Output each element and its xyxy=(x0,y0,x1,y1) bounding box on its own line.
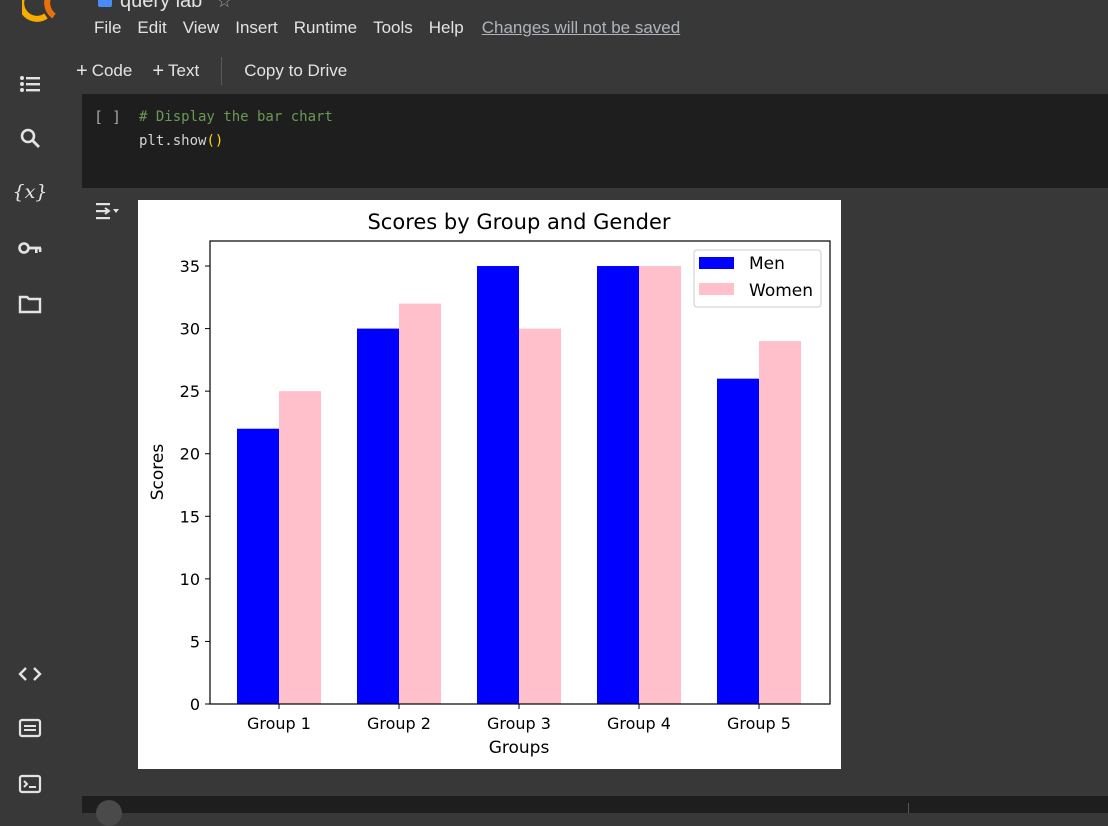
x-tick-label: Group 1 xyxy=(247,714,311,733)
menu-bar: File Edit View Insert Runtime Tools Help… xyxy=(94,18,680,40)
add-code-button[interactable]: + Code xyxy=(76,61,132,81)
notebook-title[interactable]: query lab xyxy=(120,0,203,12)
status-divider xyxy=(908,803,909,813)
toolbar-divider xyxy=(221,57,223,85)
x-axis-label: Groups xyxy=(489,738,550,758)
y-tick-label: 15 xyxy=(180,507,200,526)
menu-runtime[interactable]: Runtime xyxy=(293,18,358,37)
add-code-label: Code xyxy=(91,61,133,80)
output-toggle-icon[interactable] xyxy=(94,200,120,224)
y-tick-label: 5 xyxy=(190,632,200,651)
code-parens: () xyxy=(206,133,224,149)
star-icon[interactable]: ☆ xyxy=(216,0,233,11)
y-tick-label: 20 xyxy=(180,445,200,464)
drive-doc-icon xyxy=(98,0,112,7)
add-text-button[interactable]: + Text xyxy=(152,61,199,81)
title-row: query lab ☆ xyxy=(98,0,232,12)
add-text-label: Text xyxy=(168,61,200,80)
top-header: query lab ☆ File Edit View Insert Runtim… xyxy=(0,0,1108,48)
code-call: plt.show xyxy=(139,133,207,149)
search-icon[interactable] xyxy=(14,122,46,154)
code-snippets-icon[interactable] xyxy=(14,658,46,690)
legend-label-men: Men xyxy=(749,254,785,274)
y-tick-label: 25 xyxy=(180,382,200,401)
terminal-icon[interactable] xyxy=(14,768,46,800)
bar-men-2 xyxy=(357,328,399,704)
bar-men-3 xyxy=(477,266,519,704)
x-tick-label: Group 5 xyxy=(727,714,791,733)
secrets-key-icon[interactable] xyxy=(14,232,46,264)
chart-output: Scores by Group and Gender 0 5 10 15 20 25 30 3… xyxy=(138,200,841,769)
bar-men-5 xyxy=(717,378,759,704)
legend-label-women: Women xyxy=(749,281,813,301)
bar-women-3 xyxy=(519,328,561,704)
cell-status-indicator xyxy=(96,800,122,826)
bar-women-4 xyxy=(639,266,681,704)
y-tick-label: 30 xyxy=(180,320,200,339)
menu-view[interactable]: View xyxy=(182,18,220,37)
unsaved-changes-link[interactable]: Changes will not be saved xyxy=(481,18,681,37)
plot-frame xyxy=(209,240,831,705)
y-tick-label: 35 xyxy=(180,257,200,276)
chart-legend: Men Women xyxy=(693,249,822,308)
menu-tools[interactable]: Tools xyxy=(373,18,413,37)
x-tick-label: Group 4 xyxy=(607,714,671,733)
colab-logo[interactable] xyxy=(22,0,78,22)
x-tick-label: Group 2 xyxy=(367,714,431,733)
x-tick-label: Group 3 xyxy=(487,714,551,733)
menu-insert[interactable]: Insert xyxy=(235,18,278,37)
y-tick-label: 10 xyxy=(180,570,200,589)
bar-men-4 xyxy=(597,266,639,704)
y-axis-label: Scores xyxy=(148,444,168,501)
menu-help[interactable]: Help xyxy=(428,18,464,37)
cell-gutter xyxy=(58,94,82,813)
legend-swatch-men xyxy=(699,257,734,269)
y-tick-label: 0 xyxy=(190,695,200,714)
run-cell-button[interactable]: [ ] xyxy=(94,108,122,126)
folder-icon[interactable] xyxy=(14,288,46,320)
next-cell-strip xyxy=(82,796,1108,813)
command-palette-icon[interactable] xyxy=(14,712,46,744)
variables-icon[interactable]: {x} xyxy=(12,181,48,203)
notebook-toolbar: + Code + Text Copy to Drive xyxy=(58,48,1108,95)
menu-file[interactable]: File xyxy=(94,18,122,37)
code-line[interactable]: plt.show() xyxy=(139,133,223,149)
chart-title: Scores by Group and Gender xyxy=(367,210,670,234)
bar-women-5 xyxy=(759,341,801,704)
toc-icon[interactable] xyxy=(14,68,46,100)
bar-men-1 xyxy=(237,428,279,704)
copy-to-drive-button[interactable]: Copy to Drive xyxy=(244,61,348,80)
code-comment-line[interactable]: # Display the bar chart xyxy=(139,109,333,125)
plus-icon: + xyxy=(76,60,88,82)
left-rail: {x} xyxy=(0,48,58,813)
bar-women-2 xyxy=(399,303,441,704)
plus-icon: + xyxy=(152,60,165,82)
menu-edit[interactable]: Edit xyxy=(137,18,167,37)
code-cell[interactable]: [ ] # Display the bar chart plt.show() xyxy=(82,94,1108,188)
legend-swatch-women xyxy=(699,283,734,295)
bar-women-1 xyxy=(279,391,321,704)
bar-chart: Scores by Group and Gender 0 5 10 15 20 25 30 3… xyxy=(148,210,831,758)
